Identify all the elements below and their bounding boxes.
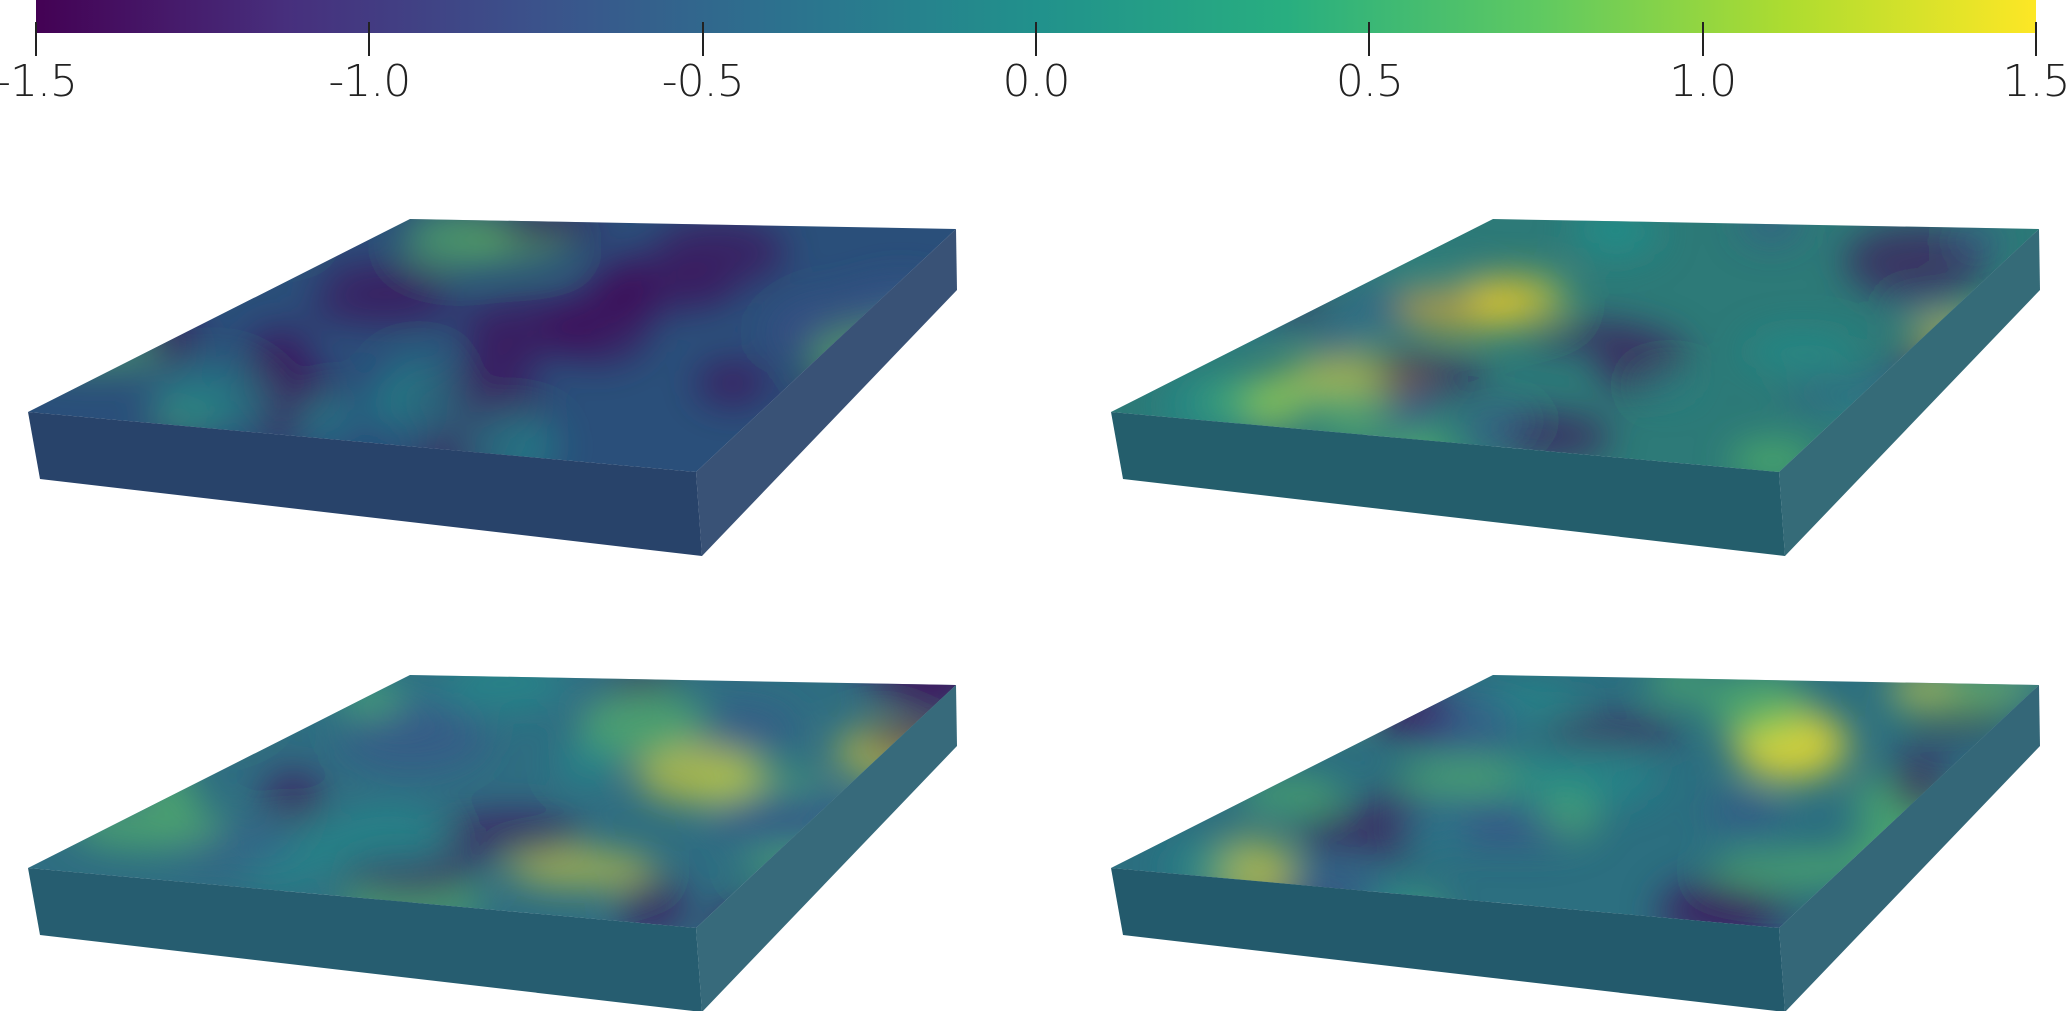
colorbar-tick	[35, 22, 37, 56]
slab-right-face	[696, 229, 957, 556]
slab-front-face	[1111, 412, 1785, 556]
slab-front-face	[28, 868, 702, 1011]
colorbar-tick	[1035, 22, 1037, 56]
colorbar-tick	[1701, 22, 1704, 56]
colorbar-tick	[2035, 22, 2037, 56]
colorbar-tick-label: 1.0	[1669, 56, 1737, 107]
slab-front-face	[1111, 868, 1785, 1011]
colorbar-tick-label: 1.5	[2002, 56, 2067, 107]
slab-bottom-right	[1111, 675, 2040, 1011]
slab-top-left	[28, 219, 957, 556]
colorbar-tick	[1368, 22, 1371, 56]
slab-right-face	[1779, 229, 2040, 556]
slab-bottom-left	[28, 675, 957, 1011]
slab-right-face	[696, 685, 957, 1011]
colorbar-tick-label: 0.5	[1335, 56, 1404, 107]
slab-top-right	[1111, 219, 2040, 556]
colorbar-tick-label: -0.5	[661, 56, 745, 107]
colorbar-tick-label: 0.0	[1002, 56, 1071, 107]
colorbar-tick-label: -1.5	[0, 56, 78, 107]
colorbar-tick	[701, 22, 704, 56]
slab-right-face	[1779, 685, 2040, 1011]
colorbar-tick-label: -1.0	[328, 56, 411, 107]
slab-front-face	[28, 412, 702, 556]
colorbar-tick	[368, 22, 371, 56]
colorbar: -1.5 -1.0 -0.5 0.0 0.5 1.0 1.5	[0, 0, 2067, 110]
